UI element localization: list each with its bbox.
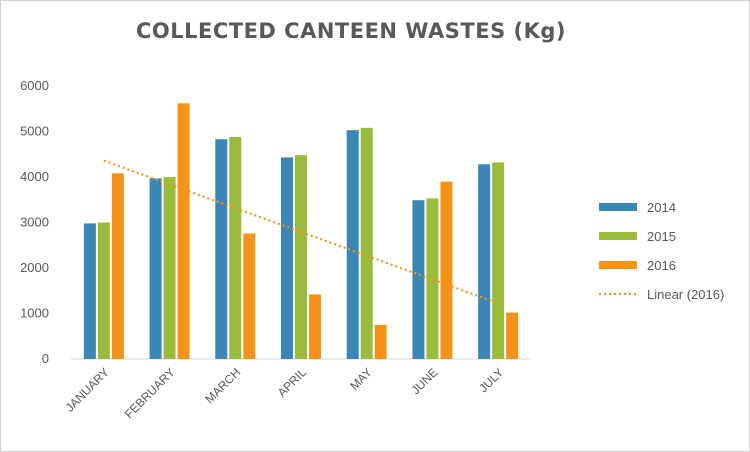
- bar-2016-april: [309, 294, 321, 359]
- legend-swatch-2016: [599, 261, 637, 269]
- x-tick-label: FEBRUARY: [122, 365, 178, 421]
- x-tick-label: APRIL: [275, 365, 310, 400]
- y-tick-label: 5000: [20, 124, 49, 139]
- legend-swatch-2015: [599, 232, 637, 240]
- bar-2014-march: [215, 139, 228, 359]
- legend-swatch-2014: [599, 203, 637, 211]
- bar-2016-july: [506, 312, 519, 359]
- bar-2014-april: [281, 157, 293, 359]
- bar-2016-june: [440, 181, 453, 359]
- bar-2016-february: [177, 103, 190, 359]
- legend-label-trendline: Linear (2016): [647, 287, 724, 302]
- bar-2015-may: [360, 127, 373, 359]
- bar-2015-june: [426, 198, 439, 359]
- legend-label-2015: 2015: [647, 229, 676, 244]
- bar-2016-march: [243, 233, 256, 359]
- legend-label-2016: 2016: [647, 258, 676, 273]
- x-tick-label: MAY: [347, 365, 375, 393]
- y-tick-label: 1000: [20, 306, 49, 321]
- x-tick-label: JANUARY: [63, 365, 112, 414]
- x-tick-label: JULY: [476, 365, 506, 395]
- bar-2014-may: [346, 130, 359, 359]
- y-tick-label: 6000: [20, 78, 49, 93]
- bar-2014-january: [83, 223, 96, 359]
- chart-title: COLLECTED CANTEEN WASTES (Kg): [135, 19, 567, 43]
- y-tick-label: 4000: [20, 169, 49, 184]
- bar-2016-may: [374, 324, 387, 359]
- x-tick-label: MARCH: [202, 365, 243, 406]
- y-tick-label: 3000: [20, 215, 49, 230]
- bar-2015-july: [492, 162, 505, 359]
- bar-2015-april: [295, 155, 307, 359]
- bar-2014-february: [149, 178, 162, 359]
- legend-label-2014: 2014: [647, 200, 676, 215]
- x-tick-label: JUNE: [408, 365, 440, 397]
- bar-2015-february: [163, 177, 176, 359]
- bar-2014-june: [412, 200, 425, 359]
- bar-2014-july: [478, 164, 491, 359]
- y-tick-label: 0: [42, 351, 49, 366]
- bar-2015-january: [97, 222, 110, 359]
- y-tick-label: 2000: [20, 260, 49, 275]
- bar-2016-january: [111, 173, 124, 359]
- bar-2015-march: [229, 136, 242, 359]
